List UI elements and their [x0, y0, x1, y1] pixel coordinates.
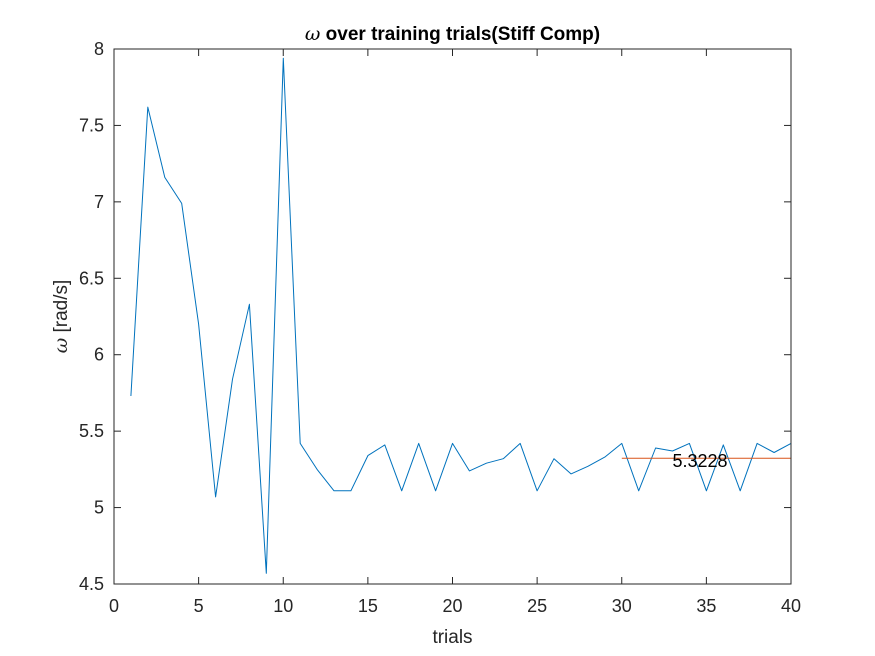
x-tick-label: 5 — [194, 596, 204, 616]
plot-area — [114, 49, 791, 584]
series-layer — [130, 57, 792, 574]
x-tick-label: 25 — [527, 596, 547, 616]
y-tick-label: 6 — [94, 345, 104, 365]
x-tick-label: 35 — [696, 596, 716, 616]
chart-title: ω over training trials(Stiff Comp) — [305, 23, 600, 45]
y-axis-label: ω [rad/s] — [50, 280, 72, 354]
x-tick-label: 10 — [273, 596, 293, 616]
x-tick-label: 30 — [612, 596, 632, 616]
x-axis-label: trials — [432, 627, 472, 648]
x-tick-label: 0 — [109, 596, 119, 616]
y-axis-label-text: [rad/s] — [51, 280, 72, 338]
x-tick-label: 20 — [442, 596, 462, 616]
x-tick-label: 40 — [781, 596, 801, 616]
annotation-layer: 5.3228 — [673, 451, 728, 471]
y-tick-label: 5 — [94, 498, 104, 518]
y-tick-label: 8 — [94, 39, 104, 59]
chart-title-text: over training trials(Stiff Comp) — [320, 24, 600, 45]
y-tick-label: 7.5 — [79, 115, 104, 135]
series-1-line — [130, 57, 792, 574]
y-tick-label: 6.5 — [79, 268, 104, 288]
y-tick-label: 7 — [94, 192, 104, 212]
ticks-layer: 0 5 10 15 20 25 30 35 40 4.5 5 5.5 6 6.5 7 7.5 8 — [79, 39, 801, 616]
x-tick-label: 15 — [358, 596, 378, 616]
chart-title-omega-symbol: ω — [305, 23, 321, 45]
y-tick-label: 5.5 — [79, 421, 104, 441]
y-axis-label-omega-symbol: ω — [50, 338, 72, 354]
mean-value-annotation: 5.3228 — [673, 451, 728, 471]
y-tick-label: 4.5 — [79, 574, 104, 594]
